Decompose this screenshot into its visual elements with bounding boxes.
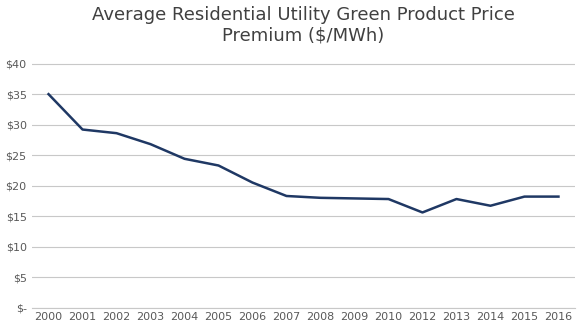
Title: Average Residential Utility Green Product Price
Premium ($/MWh): Average Residential Utility Green Produc… [92,6,515,44]
